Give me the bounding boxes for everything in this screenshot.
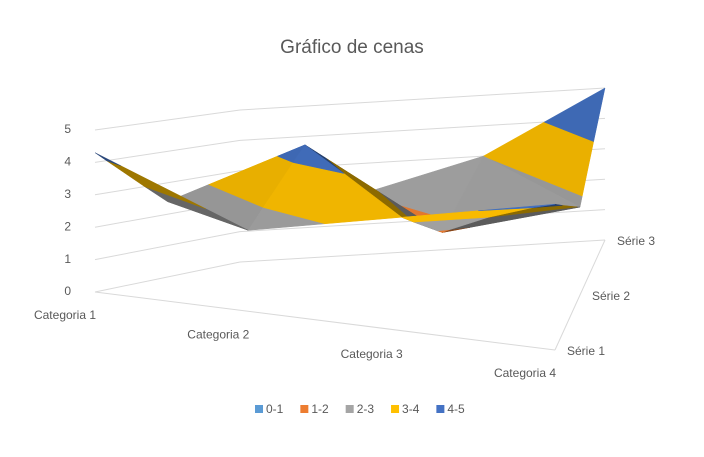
grid-line — [239, 87, 606, 111]
axis-line — [554, 239, 606, 351]
surface-patch — [478, 203, 556, 211]
legend-swatch — [300, 405, 309, 413]
grid-line — [239, 239, 606, 263]
legend-swatch — [345, 405, 354, 413]
legend-label: 3-4 — [402, 402, 420, 416]
z-tick-label: 0 — [64, 284, 71, 298]
legend-label: 0-1 — [266, 402, 284, 416]
y-tick-label: Série 3 — [617, 234, 655, 248]
grid-line — [94, 170, 241, 196]
grid-line — [94, 231, 241, 261]
x-tick-label: Categoria 1 — [34, 308, 96, 322]
grid-line — [94, 261, 241, 293]
z-tick-label: 3 — [64, 187, 71, 201]
x-tick-label: Categoria 2 — [187, 328, 249, 342]
z-tick-label: 5 — [64, 122, 71, 136]
surface-patch — [94, 152, 121, 166]
z-tick-label: 2 — [64, 219, 71, 233]
legend-swatch — [436, 405, 445, 413]
legend-swatch — [391, 405, 400, 413]
legend-swatch — [255, 405, 263, 413]
surface-patch — [401, 207, 532, 223]
z-tick-label: 4 — [64, 155, 71, 169]
legend-label: 1-2 — [311, 402, 329, 416]
grid-line — [94, 139, 241, 163]
grid-line — [94, 109, 241, 131]
y-tick-label: Série 1 — [567, 344, 605, 358]
surface-patch — [292, 144, 345, 174]
legend-label: 4-5 — [447, 402, 465, 416]
chart-title: Gráfico de cenas — [280, 37, 424, 58]
surface-patch — [543, 87, 606, 142]
z-tick-label: 1 — [64, 252, 71, 266]
axis-line — [94, 291, 556, 351]
y-tick-label: Série 2 — [592, 289, 630, 303]
x-tick-label: Categoria 4 — [494, 366, 556, 380]
x-tick-label: Categoria 3 — [341, 347, 403, 361]
legend-label: 2-3 — [357, 402, 375, 416]
